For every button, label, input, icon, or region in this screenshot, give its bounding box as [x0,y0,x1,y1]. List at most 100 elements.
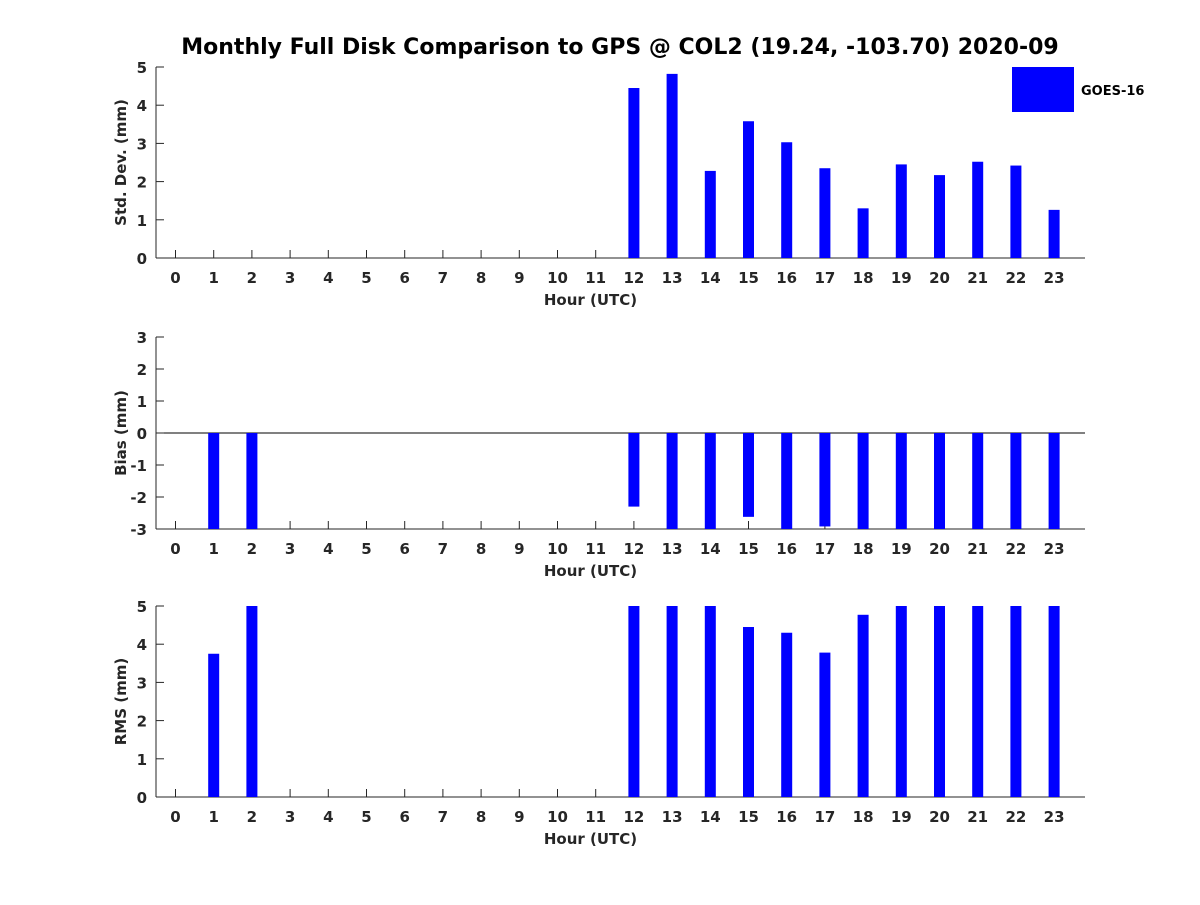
x-tick-label: 10 [547,269,568,287]
y-tick-label: 5 [137,598,147,616]
x-tick-label: 23 [1044,540,1065,558]
x-tick-label: 21 [967,269,988,287]
x-tick-label: 10 [547,808,568,826]
x-tick-label: 5 [361,808,371,826]
bar [1048,433,1060,529]
x-tick-label: 13 [662,269,683,287]
x-tick-label: 19 [891,540,912,558]
y-tick-label: 3 [137,329,147,347]
y-axis-label: Bias (mm) [112,390,130,476]
y-tick-label: 1 [137,393,147,411]
x-tick-label: 13 [662,808,683,826]
x-tick-label: 17 [814,269,835,287]
x-tick-label: 14 [700,269,721,287]
bar [857,433,869,529]
x-tick-label: 2 [247,540,257,558]
y-tick-label: 4 [137,97,147,115]
bar [781,632,793,797]
y-tick-label: -3 [130,521,147,539]
bar [743,121,754,258]
x-tick-label: 10 [547,540,568,558]
x-tick-label: 3 [285,540,295,558]
x-tick-label: 11 [585,540,606,558]
bar [895,606,907,797]
x-tick-label: 8 [476,540,486,558]
x-tick-label: 17 [814,808,835,826]
y-tick-label: 1 [137,751,147,769]
legend: GOES-16 [1012,67,1144,112]
y-axis-label: Std. Dev. (mm) [112,99,130,226]
bar [1048,209,1060,258]
x-tick-label: 7 [438,540,448,558]
x-tick-label: 7 [438,808,448,826]
bar [895,164,907,258]
x-tick-label: 4 [323,808,333,826]
y-tick-label: 3 [137,135,147,153]
y-tick-label: 2 [137,174,147,192]
x-tick-label: 20 [929,540,950,558]
x-tick-label: 6 [399,540,409,558]
x-tick-label: 15 [738,269,759,287]
x-tick-label: 8 [476,808,486,826]
chart-title: Monthly Full Disk Comparison to GPS @ CO… [181,35,1058,60]
x-tick-label: 0 [170,269,180,287]
x-tick-label: 4 [323,269,333,287]
x-tick-label: 1 [208,808,218,826]
bar [972,606,984,797]
bar [628,88,640,258]
bar [704,433,716,529]
x-tick-label: 18 [853,808,874,826]
x-tick-label: 20 [929,269,950,287]
y-axis-label: RMS (mm) [112,658,130,745]
x-tick-label: 11 [585,808,606,826]
bar [666,606,678,797]
x-tick-label: 8 [476,269,486,287]
bar [628,433,640,507]
x-tick-label: 23 [1044,269,1065,287]
bar [1010,433,1022,529]
bar [972,161,984,258]
x-tick-label: 23 [1044,808,1065,826]
y-tick-label: 0 [137,250,147,268]
x-tick-label: 16 [776,540,797,558]
bar [704,170,716,258]
bar [1010,606,1022,797]
legend-label-goes-16: GOES-16 [1081,84,1144,99]
bar [1010,165,1022,258]
bar [666,73,678,258]
x-tick-label: 18 [853,269,874,287]
x-tick-label: 1 [208,269,218,287]
bar [208,653,220,797]
bar [934,175,945,258]
x-tick-label: 15 [738,808,759,826]
x-tick-label: 19 [891,269,912,287]
x-tick-label: 6 [399,269,409,287]
x-tick-label: 21 [967,540,988,558]
x-tick-label: 9 [514,540,524,558]
x-tick-label: 11 [585,269,606,287]
bar [246,433,258,529]
bar [704,606,716,797]
x-tick-label: 12 [623,540,644,558]
x-tick-label: 2 [247,269,257,287]
bar [972,433,984,529]
x-tick-label: 12 [623,808,644,826]
x-tick-label: 17 [814,540,835,558]
x-tick-label: 22 [1005,808,1026,826]
x-tick-label: 5 [361,540,371,558]
x-tick-label: 9 [514,808,524,826]
x-tick-label: 4 [323,540,333,558]
bar [781,142,793,258]
bar [857,208,869,258]
x-tick-label: 5 [361,269,371,287]
x-tick-label: 3 [285,269,295,287]
y-tick-label: 5 [137,59,147,77]
x-axis-label: Hour (UTC) [544,291,637,309]
x-axis-label: Hour (UTC) [544,830,637,848]
x-tick-label: 14 [700,540,721,558]
bar [857,614,869,797]
